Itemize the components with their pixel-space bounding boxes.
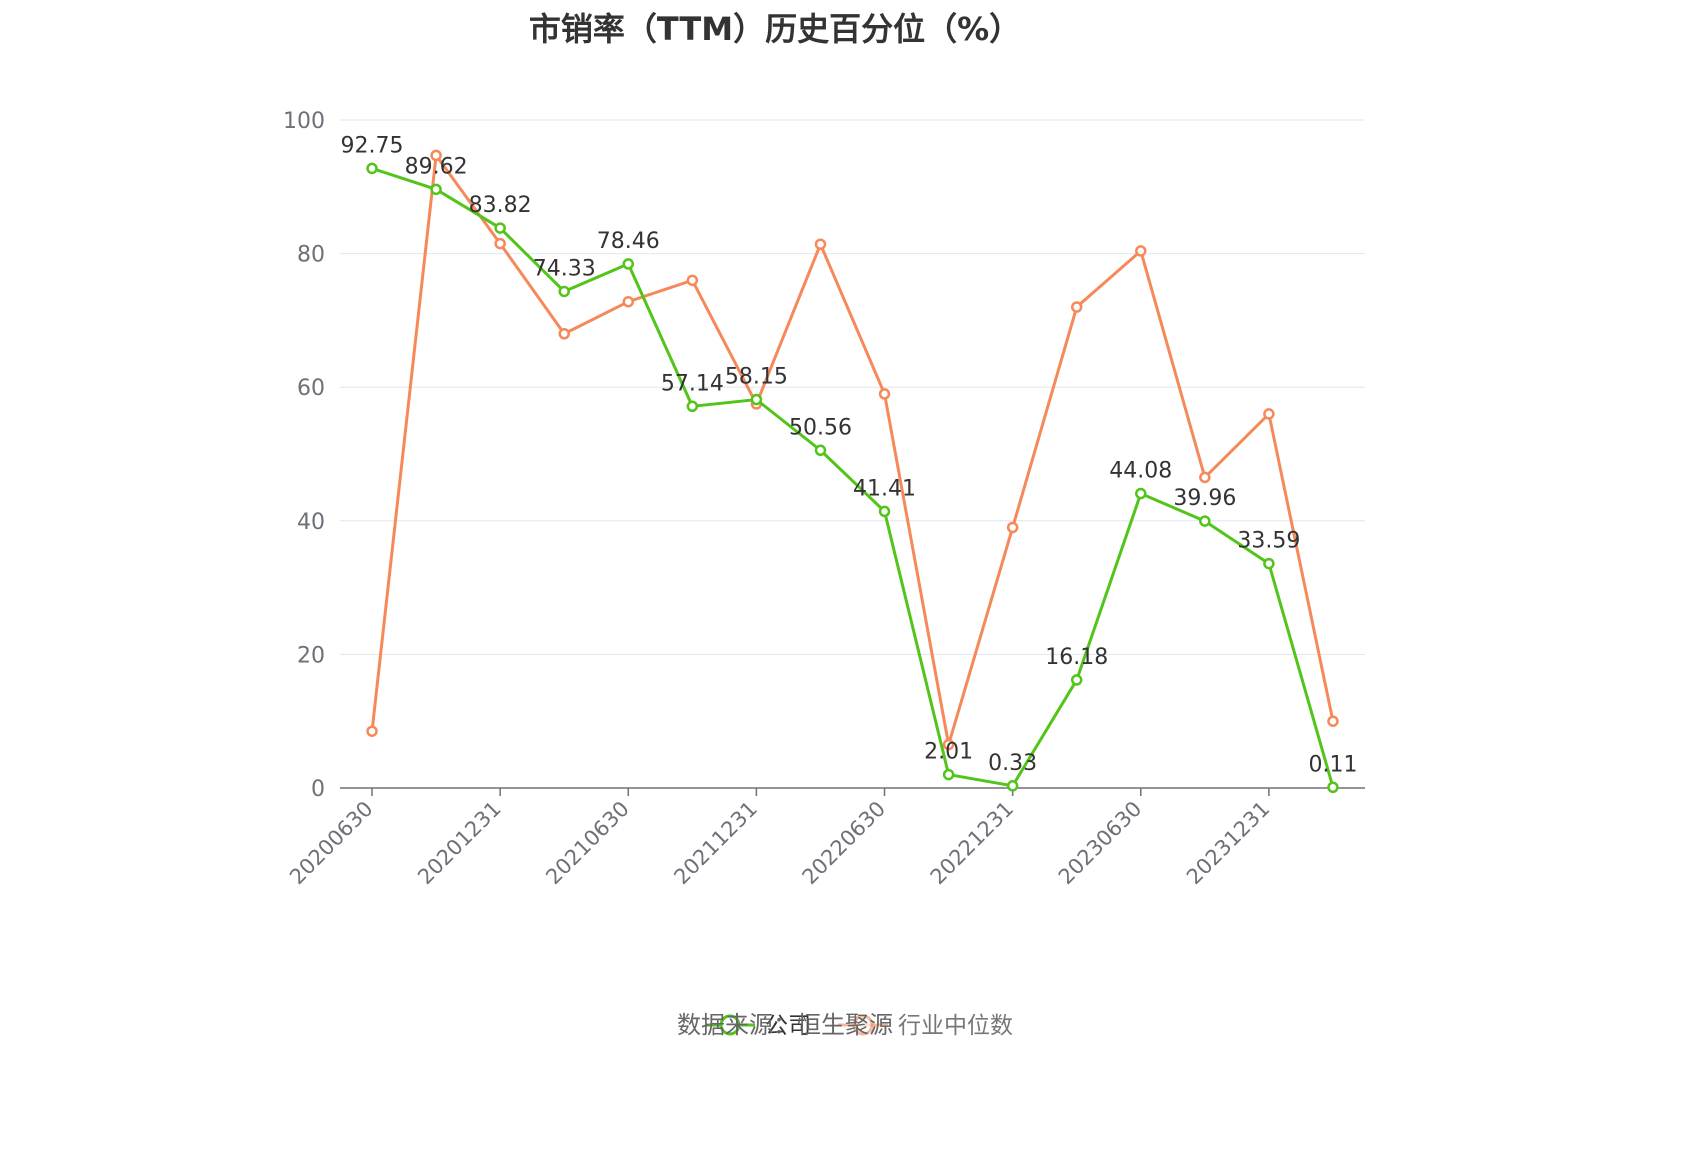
data-point xyxy=(366,162,378,175)
data-point xyxy=(1135,245,1147,257)
data-point xyxy=(814,238,827,250)
x-tick-label: 20200630 xyxy=(285,797,378,890)
data-point xyxy=(686,274,699,287)
x-tick-label: 20201231 xyxy=(413,797,506,890)
data-point xyxy=(1006,521,1019,534)
data-label: 0.11 xyxy=(1308,752,1357,777)
data-point xyxy=(494,222,506,234)
data-label: 2.01 xyxy=(924,740,973,765)
data-point xyxy=(878,505,891,518)
data-source: 数据来源：恒生聚源 xyxy=(677,1011,893,1039)
chart-title: 市销率（TTM）历史百分位（%） xyxy=(528,10,1022,48)
legend-marker xyxy=(719,1014,741,1036)
data-label: 39.96 xyxy=(1173,486,1236,511)
data-point xyxy=(494,237,506,250)
data-point xyxy=(1006,780,1019,792)
data-point xyxy=(686,400,699,413)
data-point xyxy=(942,738,955,751)
y-tick-label: 80 xyxy=(297,243,325,268)
data-point xyxy=(1070,301,1083,313)
data-point xyxy=(622,295,635,308)
data-point xyxy=(878,388,891,400)
data-label: 89.62 xyxy=(405,154,468,179)
data-point xyxy=(366,725,378,737)
x-tick-label: 20211231 xyxy=(669,797,762,890)
data-label: 83.82 xyxy=(469,193,532,218)
data-point xyxy=(1327,781,1339,794)
data-label: 74.33 xyxy=(533,256,596,281)
data-point xyxy=(430,183,442,196)
data-point xyxy=(750,393,763,406)
x-axis: 20200630 20201231 20210630 20211231 20220630… xyxy=(285,787,1365,890)
data-label: 78.46 xyxy=(597,229,660,254)
x-tick-label: 20220630 xyxy=(798,797,891,890)
data-point xyxy=(1263,408,1275,420)
data-point xyxy=(942,768,955,781)
y-tick-label: 100 xyxy=(283,109,325,134)
y-tick-label: 0 xyxy=(311,777,325,802)
x-tick-label: 20230630 xyxy=(1054,797,1147,890)
legend-marker xyxy=(852,1014,874,1036)
data-point xyxy=(558,285,570,298)
series-line-company xyxy=(371,167,1335,788)
data-label: 58.15 xyxy=(725,365,788,390)
data-point xyxy=(1327,715,1339,727)
data-label: 0.33 xyxy=(988,751,1037,776)
data-point xyxy=(1199,515,1211,527)
data-label: 92.75 xyxy=(341,133,404,158)
data-point xyxy=(1070,674,1083,686)
x-tick-label: 20210630 xyxy=(541,797,634,890)
legend-label: 公司 xyxy=(765,1013,811,1039)
data-point xyxy=(430,149,442,162)
series-lines xyxy=(366,149,1339,794)
legend-label: 行业中位数 xyxy=(898,1013,1013,1039)
y-axis: 0 20 40 60 80 100 xyxy=(283,109,325,802)
grid-lines xyxy=(340,119,1365,655)
data-point xyxy=(1135,487,1147,500)
data-point xyxy=(622,258,635,270)
x-tick-label: 20231231 xyxy=(1182,797,1275,890)
data-point xyxy=(558,328,570,340)
data-label: 50.56 xyxy=(789,415,852,440)
series-line-industry xyxy=(370,153,1335,747)
data-label: 57.14 xyxy=(661,371,724,396)
data-point xyxy=(814,444,827,457)
data-label: 33.59 xyxy=(1237,529,1300,554)
data-label: 44.08 xyxy=(1109,459,1172,484)
x-tick-label: 20221231 xyxy=(926,797,1019,890)
data-point xyxy=(1263,557,1275,570)
data-label: 16.18 xyxy=(1045,645,1108,670)
y-tick-label: 40 xyxy=(297,510,325,535)
y-tick-label: 60 xyxy=(297,376,325,401)
data-label: 41.41 xyxy=(853,476,916,501)
y-tick-label: 20 xyxy=(297,643,325,668)
legend: 公司 行业中位数 xyxy=(705,1013,1013,1039)
data-point xyxy=(1199,471,1211,484)
